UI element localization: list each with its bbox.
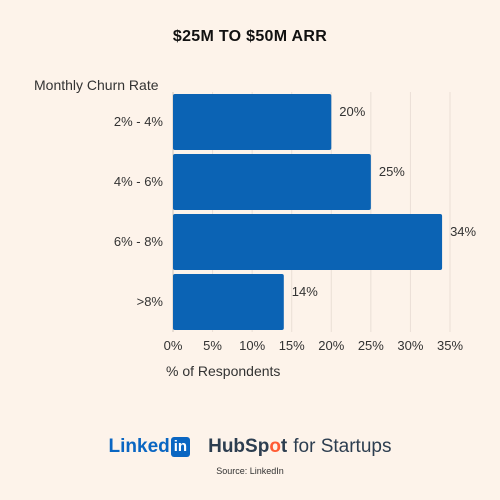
x-tick-label: 0%: [164, 338, 183, 353]
category-label: 4% - 6%: [114, 174, 164, 189]
source-note: Source: LinkedIn: [216, 466, 284, 476]
hubspot-logo-text: HubSp: [208, 436, 270, 457]
bar: [173, 274, 284, 330]
chart-title: $25M TO $50M ARR: [172, 28, 328, 45]
x-tick-label: 30%: [397, 338, 423, 353]
data-label: 20%: [339, 104, 365, 119]
x-axis-title: % of Respondents: [166, 363, 280, 379]
bar: [173, 94, 332, 150]
data-label: 14%: [292, 284, 318, 299]
x-tick-labels: 0% 5% 10% 15% 20% 25% 30% 35%: [164, 338, 464, 353]
category-label: 6% - 8%: [114, 234, 164, 249]
hubspot-logo-text-end: t: [280, 436, 288, 457]
for-startups-text: for Startups: [293, 436, 392, 457]
x-tick-label: 15%: [279, 338, 305, 353]
x-tick-label: 10%: [239, 338, 265, 353]
x-tick-label: 25%: [358, 338, 384, 353]
hubspot-sprocket-icon: o: [269, 436, 281, 457]
category-labels: 2% - 4% 4% - 6% 6% - 8% >8%: [114, 114, 164, 309]
x-tick-label: 20%: [318, 338, 344, 353]
hubspot-logo: HubSp o t for Startups: [208, 436, 391, 458]
x-tick-label: 5%: [203, 338, 222, 353]
bar: [173, 214, 443, 270]
y-axis-title: Monthly Churn Rate: [34, 77, 159, 93]
linkedin-logo: Linked in: [109, 436, 191, 458]
linkedin-logo-text: Linked: [108, 436, 170, 457]
linkedin-logo-box: in: [170, 437, 191, 457]
bars: [173, 94, 443, 330]
x-tick-label: 35%: [437, 338, 463, 353]
data-label: 34%: [450, 224, 476, 239]
data-label: 25%: [379, 164, 405, 179]
category-label: 2% - 4%: [114, 114, 164, 129]
data-labels: 20% 25% 34% 14%: [292, 104, 477, 299]
category-label: >8%: [137, 294, 164, 309]
logo-row: Linked in HubSp o t for Startups: [0, 436, 500, 458]
bar: [173, 154, 371, 210]
